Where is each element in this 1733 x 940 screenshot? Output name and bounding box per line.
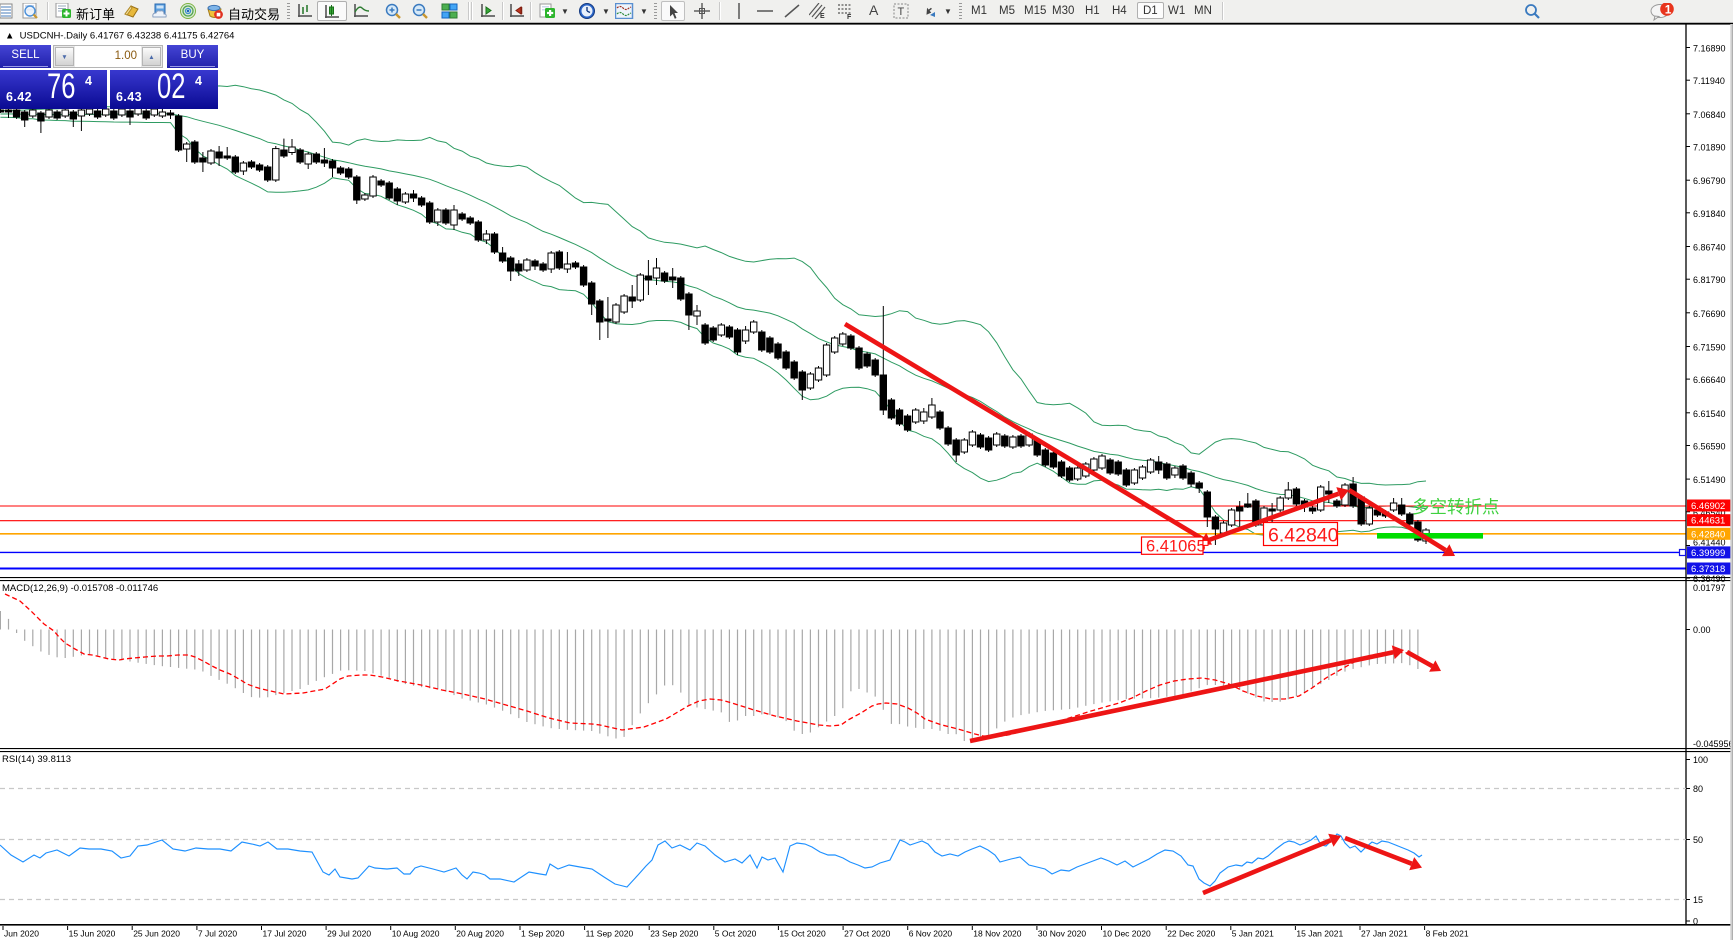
svg-text:MACD(12,26,9) -0.015708 -0.011: MACD(12,26,9) -0.015708 -0.011746	[2, 583, 158, 594]
svg-text:27 Oct 2020: 27 Oct 2020	[844, 929, 891, 939]
svg-text:7.01890: 7.01890	[1693, 143, 1726, 153]
svg-text:5 Jan 2021: 5 Jan 2021	[1232, 929, 1274, 939]
svg-text:7 Jul 2020: 7 Jul 2020	[198, 929, 237, 939]
svg-text:22 Dec 2020: 22 Dec 2020	[1167, 929, 1215, 939]
svg-text:0: 0	[1693, 917, 1698, 927]
svg-text:6.36490: 6.36490	[1693, 574, 1726, 584]
svg-text:15: 15	[1693, 895, 1703, 905]
svg-text:6.81790: 6.81790	[1693, 275, 1726, 285]
svg-text:0.01797: 0.01797	[1693, 583, 1726, 593]
svg-text:6 Nov 2020: 6 Nov 2020	[909, 929, 953, 939]
svg-text:6.41065: 6.41065	[1146, 538, 1206, 556]
svg-text:6.41440: 6.41440	[1693, 538, 1726, 548]
svg-text:10 Dec 2020: 10 Dec 2020	[1103, 929, 1151, 939]
svg-text:6.42840: 6.42840	[1691, 529, 1725, 540]
svg-text:17 Jul 2020: 17 Jul 2020	[263, 929, 307, 939]
svg-text:50: 50	[1693, 835, 1703, 845]
svg-text:6.37318: 6.37318	[1691, 564, 1725, 575]
svg-text:6.61540: 6.61540	[1693, 409, 1726, 419]
svg-text:6.71590: 6.71590	[1693, 343, 1726, 353]
svg-text:RSI(14) 39.8113: RSI(14) 39.8113	[2, 754, 71, 765]
svg-text:20 Aug 2020: 20 Aug 2020	[456, 929, 504, 939]
svg-text:15 Jun 2020: 15 Jun 2020	[69, 929, 116, 939]
svg-text:11 Sep 2020: 11 Sep 2020	[586, 929, 634, 939]
svg-text:▲ USDCNH-.Daily 6.41767 6.43: ▲ USDCNH-.Daily 6.41767 6.43238 6.41175 …	[5, 31, 234, 42]
svg-text:7.06840: 7.06840	[1693, 110, 1726, 120]
svg-text:6.56590: 6.56590	[1693, 442, 1726, 452]
svg-text:27 Jan 2021: 27 Jan 2021	[1361, 929, 1408, 939]
svg-text:6.44631: 6.44631	[1691, 516, 1725, 527]
svg-text:7.16890: 7.16890	[1693, 44, 1726, 54]
svg-text:15 Oct 2020: 15 Oct 2020	[779, 929, 826, 939]
svg-text:6.39999: 6.39999	[1691, 548, 1725, 559]
svg-text:6.46902: 6.46902	[1691, 501, 1725, 512]
svg-text:15 Jan 2021: 15 Jan 2021	[1296, 929, 1343, 939]
svg-text:25 Jun 2020: 25 Jun 2020	[133, 929, 180, 939]
svg-text:5 Oct 2020: 5 Oct 2020	[715, 929, 757, 939]
svg-text:7.11940: 7.11940	[1693, 76, 1725, 86]
svg-text:1 Sep 2020: 1 Sep 2020	[521, 929, 565, 939]
svg-text:6.51490: 6.51490	[1693, 475, 1726, 485]
svg-text:18 Nov 2020: 18 Nov 2020	[973, 929, 1021, 939]
svg-text:23 Sep 2020: 23 Sep 2020	[650, 929, 698, 939]
svg-text:1: 1	[1665, 3, 1672, 16]
svg-text:6.42840: 6.42840	[1268, 525, 1339, 547]
svg-text:10 Aug 2020: 10 Aug 2020	[392, 929, 440, 939]
svg-text:T: T	[898, 6, 905, 18]
svg-text:6.96790: 6.96790	[1693, 176, 1726, 186]
svg-text:8 Feb 2021: 8 Feb 2021	[1426, 929, 1469, 939]
svg-text:Jun 2020: Jun 2020	[4, 929, 39, 939]
svg-text:100: 100	[1693, 755, 1708, 765]
svg-text:6.66640: 6.66640	[1693, 375, 1726, 385]
svg-text:6.76690: 6.76690	[1693, 309, 1726, 319]
svg-text:-0.045956: -0.045956	[1693, 739, 1733, 749]
svg-text:30 Nov 2020: 30 Nov 2020	[1038, 929, 1086, 939]
svg-text:29 Jul 2020: 29 Jul 2020	[327, 929, 371, 939]
svg-text:80: 80	[1693, 784, 1703, 794]
svg-text:6.86740: 6.86740	[1693, 243, 1726, 253]
svg-text:0.00: 0.00	[1693, 625, 1711, 635]
svg-text:6.46540: 6.46540	[1693, 508, 1726, 518]
svg-text:E: E	[820, 13, 825, 19]
svg-text:F: F	[847, 14, 852, 19]
svg-text:多空转折点: 多空转折点	[1412, 497, 1500, 517]
svg-text:6.91840: 6.91840	[1693, 209, 1726, 219]
